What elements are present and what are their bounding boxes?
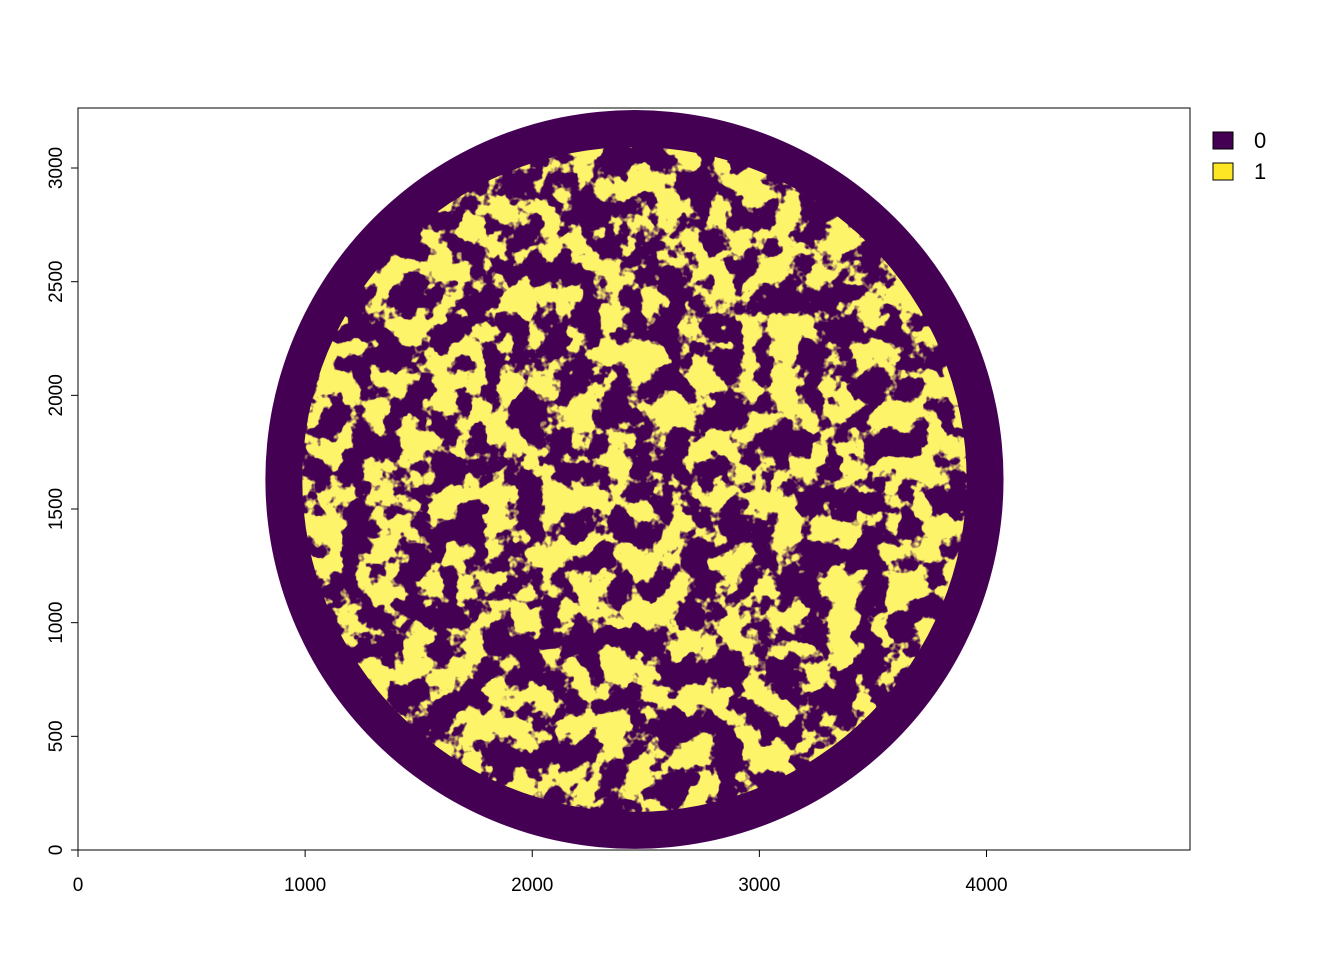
legend: 01 <box>1212 128 1266 184</box>
y-tick-label: 1500 <box>46 488 67 530</box>
x-tick-label: 0 <box>73 875 84 896</box>
y-tick-label: 2500 <box>46 261 67 303</box>
legend-label: 1 <box>1254 159 1266 184</box>
y-tick-label: 2000 <box>46 374 67 416</box>
x-tick-label: 2000 <box>511 875 553 896</box>
raster-class-1-region <box>302 146 967 812</box>
y-tick-label: 500 <box>46 720 67 752</box>
x-tick-label: 4000 <box>965 875 1007 896</box>
legend-label: 0 <box>1254 128 1266 153</box>
raster-layer <box>265 110 1004 849</box>
y-tick-label: 1000 <box>46 602 67 644</box>
y-tick-label: 0 <box>46 845 67 856</box>
legend-swatch <box>1212 131 1234 150</box>
x-tick-label: 1000 <box>284 875 326 896</box>
legend-swatch <box>1212 162 1234 181</box>
x-axis: 0 1000 2000 3000 4000 <box>73 849 1008 896</box>
y-tick-label: 3000 <box>46 147 67 189</box>
y-axis: 0 500 1000 1500 2000 2500 3000 <box>46 147 79 856</box>
x-tick-label: 3000 <box>738 875 780 896</box>
